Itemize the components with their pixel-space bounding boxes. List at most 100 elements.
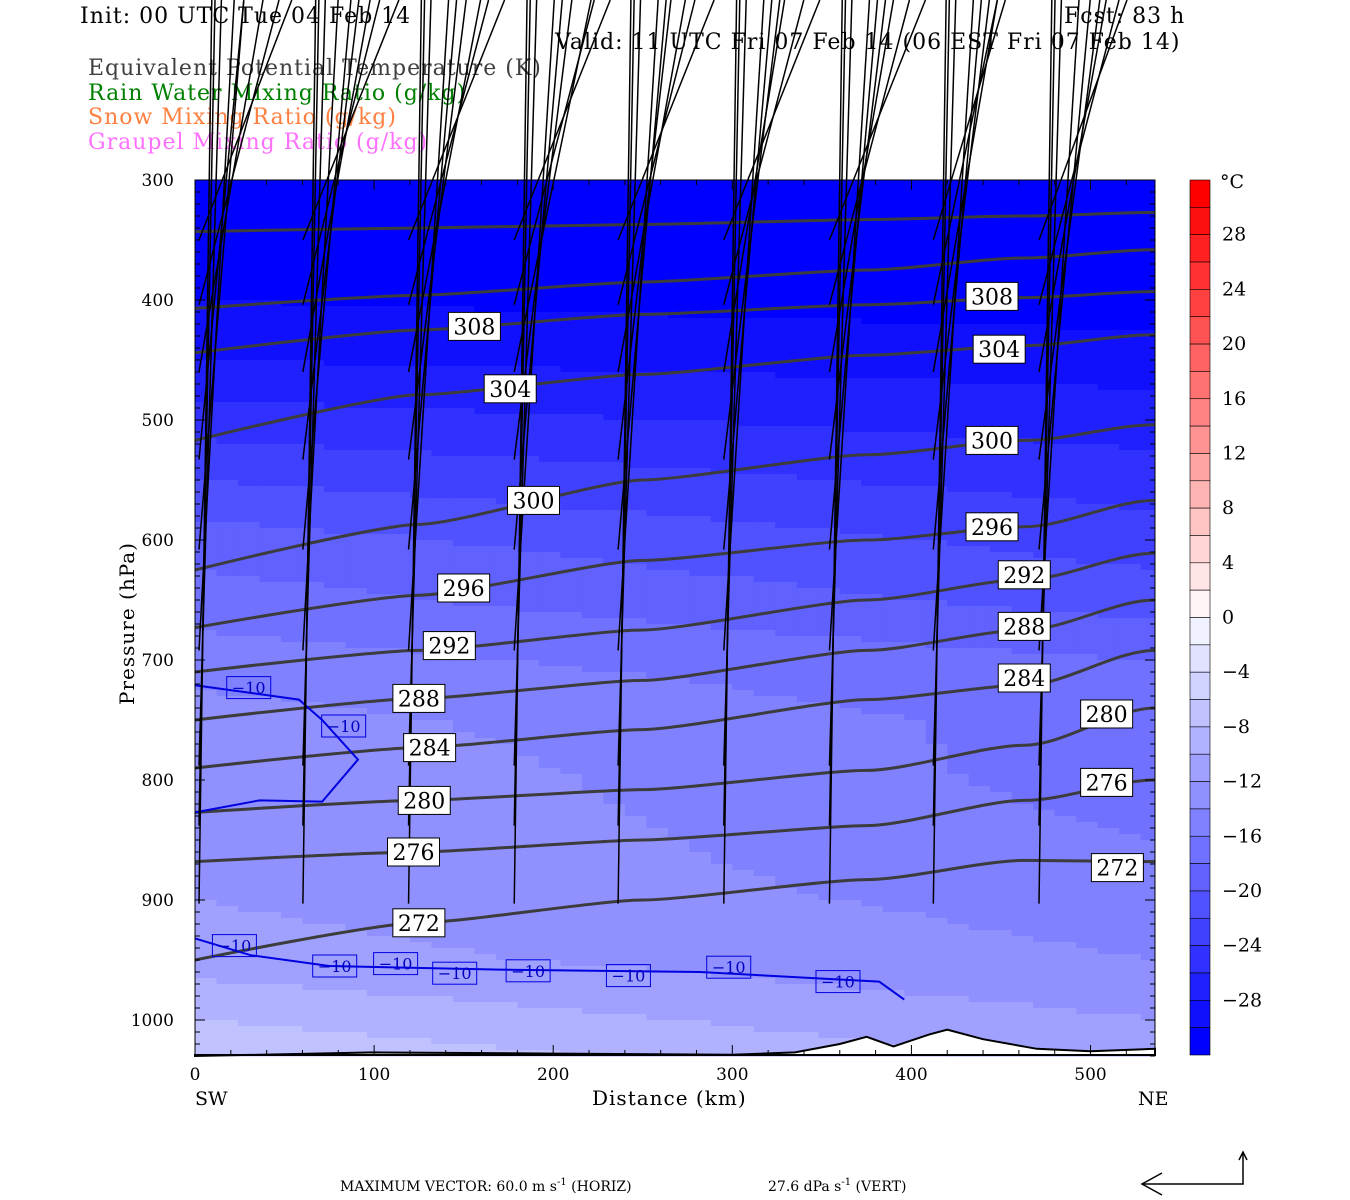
temperature-cell: [581, 546, 604, 553]
temperature-cell: [689, 462, 712, 469]
temperature-cell: [947, 498, 970, 505]
temperature-cell: [624, 456, 647, 463]
temperature-cell: [366, 504, 389, 511]
temperature-cell: [796, 402, 819, 409]
temperature-cell: [904, 492, 927, 499]
temperature-cell: [495, 564, 518, 571]
temperature-cell: [689, 648, 712, 655]
temperature-cell: [345, 258, 368, 265]
temperature-cell: [259, 288, 282, 295]
temperature-cell: [474, 210, 497, 217]
temperature-cell: [1011, 414, 1034, 421]
temperature-cell: [904, 234, 927, 241]
temperature-cell: [818, 534, 841, 541]
temperature-cell: [495, 732, 518, 739]
temperature-cell: [667, 792, 690, 799]
temperature-cell: [560, 180, 583, 187]
temperature-cell: [839, 198, 862, 205]
temperature-cell: [216, 828, 239, 835]
temperature-cell: [603, 618, 626, 625]
temperature-cell: [388, 762, 411, 769]
temperature-cell: [538, 804, 561, 811]
temperature-cell: [904, 240, 927, 247]
temperature-cell: [195, 624, 217, 631]
temperature-cell: [818, 270, 841, 277]
temperature-cell: [861, 654, 884, 661]
temperature-cell: [646, 804, 669, 811]
temperature-cell: [409, 678, 432, 685]
temperature-cell: [968, 612, 991, 619]
temperature-cell: [216, 330, 239, 337]
temperature-cell: [646, 198, 669, 205]
temperature-cell: [646, 732, 669, 739]
temperature-cell: [1054, 474, 1077, 481]
temperature-cell: [818, 492, 841, 499]
temperature-cell: [1076, 228, 1099, 235]
temperature-cell: [345, 396, 368, 403]
temperature-cell: [839, 438, 862, 445]
temperature-cell: [345, 804, 368, 811]
temperature-cell: [195, 798, 217, 805]
temperature-cell: [581, 576, 604, 583]
temperature-cell: [560, 474, 583, 481]
temperature-cell: [302, 612, 325, 619]
temperature-cell: [237, 210, 260, 217]
temperature-cell: [1011, 222, 1034, 229]
temperature-cell: [1140, 804, 1156, 811]
temperature-cell: [216, 534, 239, 541]
temperature-cell: [1119, 498, 1142, 505]
temperature-cell: [667, 282, 690, 289]
temperature-cell: [1076, 462, 1099, 469]
temperature-cell: [1054, 840, 1077, 847]
temperature-cell: [689, 510, 712, 517]
temperature-cell: [775, 240, 798, 247]
temperature-cell: [431, 228, 454, 235]
temperature-cell: [366, 822, 389, 829]
temperature-cell: [1097, 420, 1120, 427]
temperature-cell: [667, 300, 690, 307]
temperature-cell: [452, 462, 475, 469]
temperature-cell: [1054, 498, 1077, 505]
temperature-cell: [753, 690, 776, 697]
temperature-cell: [538, 192, 561, 199]
temperature-cell: [431, 396, 454, 403]
temperature-cell: [753, 540, 776, 547]
temperature-cell: [882, 414, 905, 421]
temperature-cell: [495, 480, 518, 487]
temperature-cell: [323, 210, 346, 217]
temperature-cell: [603, 396, 626, 403]
temperature-cell: [259, 264, 282, 271]
temperature-cell: [947, 648, 970, 655]
temperature-cell: [495, 210, 518, 217]
temperature-cell: [323, 324, 346, 331]
temperature-cell: [968, 324, 991, 331]
temperature-cell: [1054, 708, 1077, 715]
temperature-cell: [302, 498, 325, 505]
temperature-cell: [689, 384, 712, 391]
temperature-cell: [259, 516, 282, 523]
temperature-cell: [581, 228, 604, 235]
temperature-cell: [710, 576, 733, 583]
temperature-cell: [667, 564, 690, 571]
temperature-cell: [710, 210, 733, 217]
temperature-cell: [904, 564, 927, 571]
temperature-cell: [581, 390, 604, 397]
temperature-cell: [345, 726, 368, 733]
temperature-cell: [345, 534, 368, 541]
temperature-cell: [1140, 786, 1156, 793]
temperature-cell: [1097, 198, 1120, 205]
temperature-cell: [581, 540, 604, 547]
temperature-cell: [775, 186, 798, 193]
temperature-cell: [796, 336, 819, 343]
temperature-cell: [925, 546, 948, 553]
temperature-cell: [237, 516, 260, 523]
temperature-cell: [237, 474, 260, 481]
temperature-cell: [947, 450, 970, 457]
temperature-cell: [517, 192, 540, 199]
temperature-cell: [603, 330, 626, 337]
temperature-cell: [904, 192, 927, 199]
temperature-cell: [710, 756, 733, 763]
temperature-cell: [1097, 204, 1120, 211]
temperature-cell: [345, 180, 368, 187]
temperature-cell: [538, 786, 561, 793]
